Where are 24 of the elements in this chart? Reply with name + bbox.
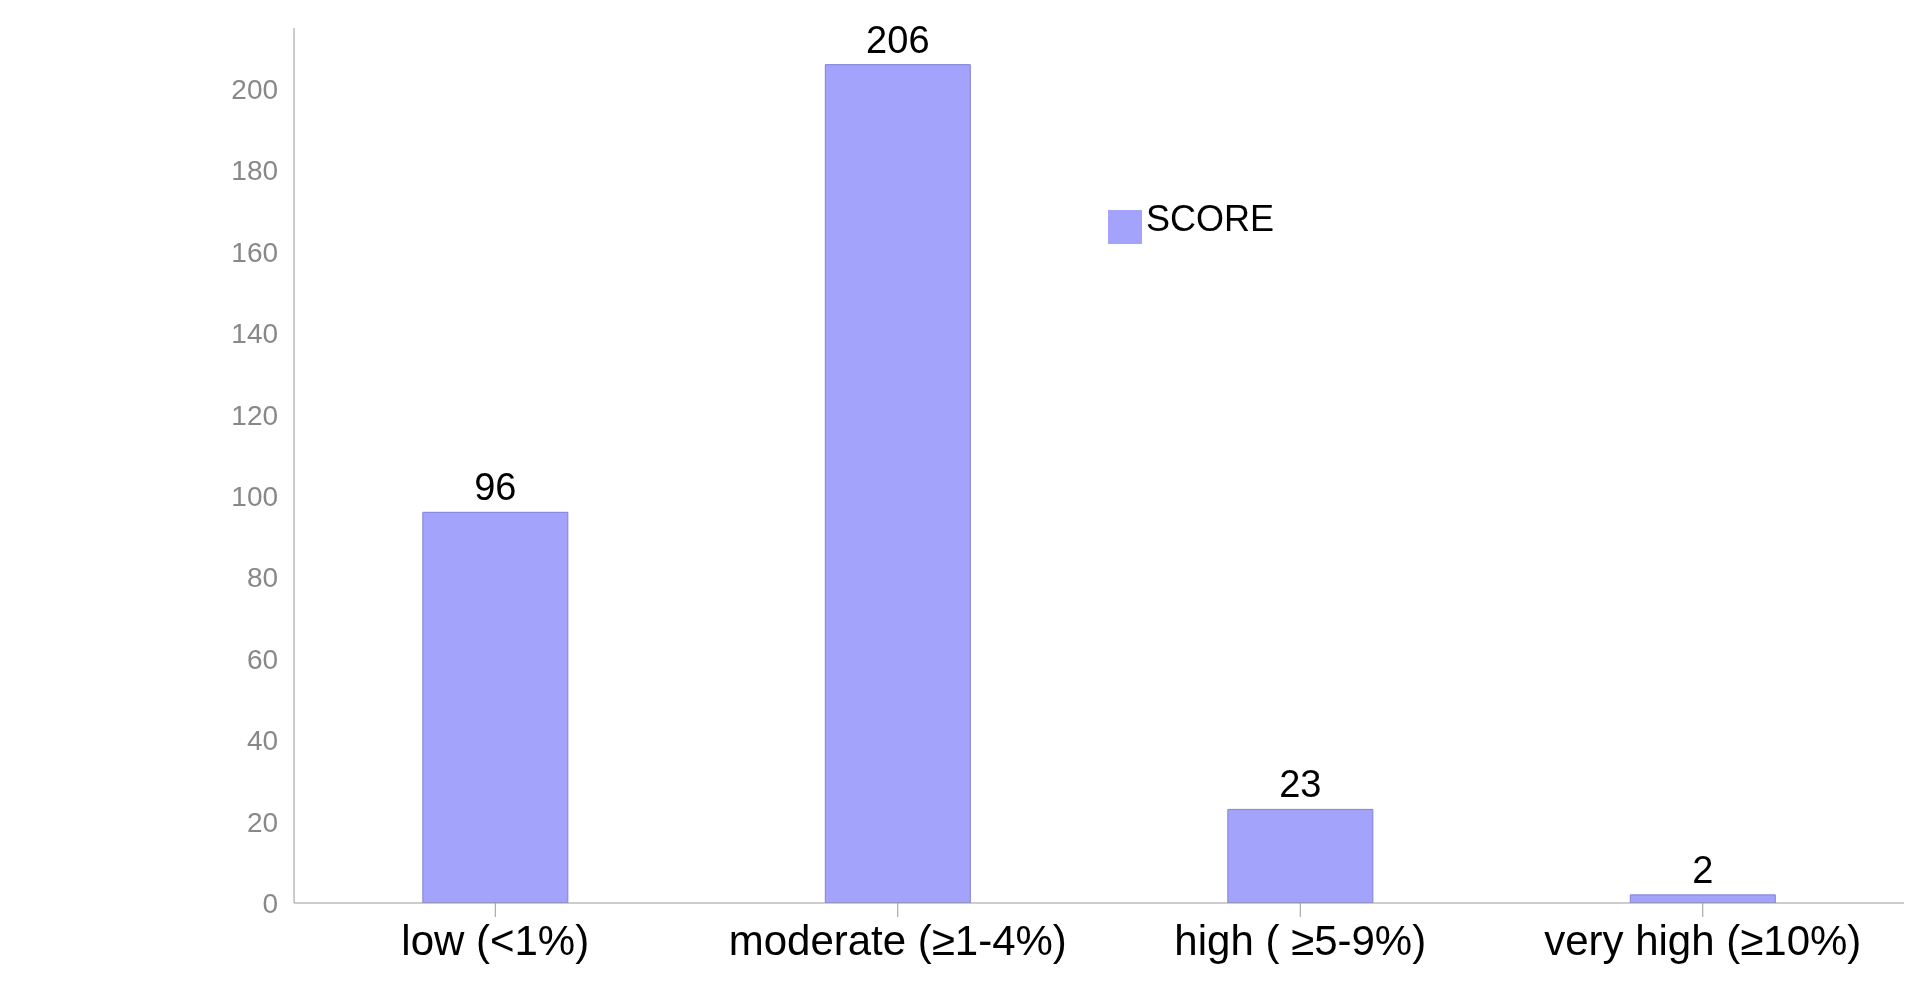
bar: [824, 64, 971, 903]
data-label: 96: [474, 466, 517, 509]
y-tick-label: 140: [231, 318, 279, 350]
y-tick-label: 0: [262, 887, 279, 919]
x-tick-label: moderate (≥1-4%): [728, 916, 1067, 964]
x-tick-label: very high (≥10%): [1544, 916, 1862, 964]
data-label: 23: [1279, 763, 1322, 806]
y-tick-label: 120: [231, 399, 279, 431]
data-label: 2: [1692, 848, 1714, 891]
y-tick-label: 40: [246, 725, 279, 757]
bar: [1629, 894, 1776, 903]
y-tick-label: 200: [231, 73, 279, 105]
y-tick-label: 80: [246, 562, 279, 594]
legend-label: SCORE: [1146, 198, 1275, 239]
y-tick-label: 160: [231, 236, 279, 268]
y-tick-label: 100: [231, 480, 279, 512]
bar: [1227, 808, 1374, 903]
y-tick-label: 60: [246, 643, 279, 675]
x-tick-label: high ( ≥5-9%): [1174, 916, 1427, 964]
data-label: 206: [866, 18, 930, 61]
bar: [422, 511, 569, 903]
x-tick-label: low (<1%): [401, 916, 590, 964]
y-tick-label: 180: [231, 155, 279, 187]
y-tick-label: 20: [246, 806, 279, 838]
